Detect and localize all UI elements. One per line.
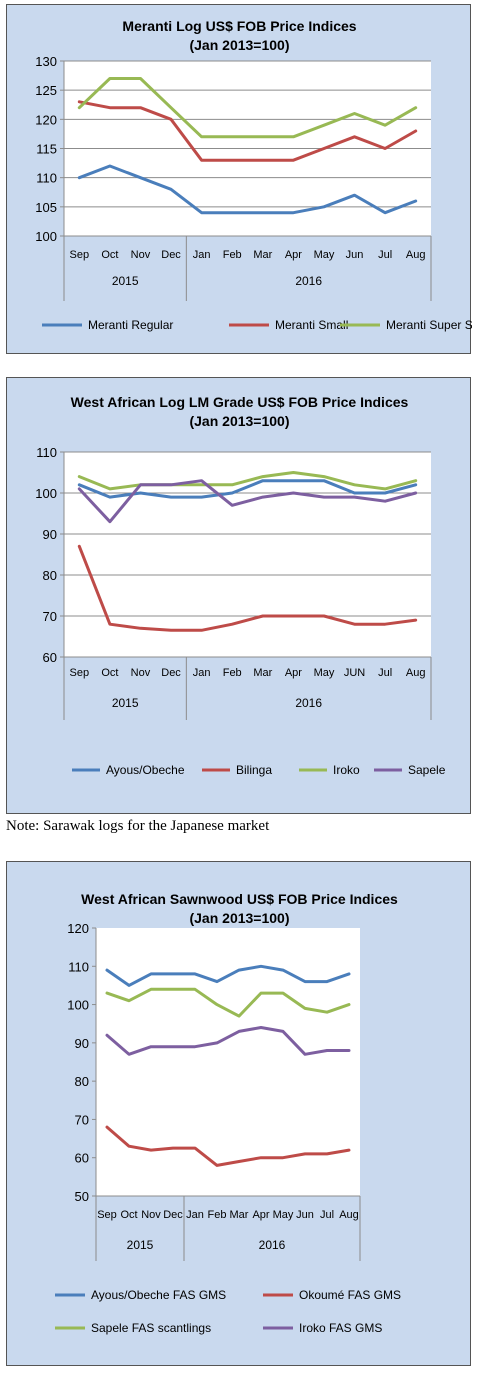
plot-area (96, 928, 360, 1196)
x-tick-label: Aug (406, 249, 426, 261)
y-tick-label: 70 (43, 609, 57, 624)
x-tick-label: JUN (344, 667, 365, 679)
y-tick-label: 100 (35, 229, 57, 244)
x-tick-label: Apr (252, 1209, 269, 1221)
y-tick-label: 80 (43, 568, 57, 583)
y-tick-label: 60 (75, 1151, 89, 1166)
x-group-label: 2016 (259, 1238, 286, 1252)
chart-west-african-sawnwood: West African Sawnwood US$ FOB Price Indi… (55, 891, 401, 1335)
chart-subtitle: (Jan 2013=100) (189, 413, 289, 429)
legend-label: Meranti Super Small (386, 318, 472, 332)
x-group-label: 2016 (295, 696, 322, 710)
series-line (105, 1026, 351, 1056)
y-tick-label: 100 (35, 486, 57, 501)
x-tick-label: Oct (101, 249, 118, 261)
x-tick-label: Oct (101, 667, 118, 679)
x-tick-label: Jan (193, 249, 211, 261)
y-tick-label: 60 (43, 650, 57, 665)
x-group-label: 2015 (127, 1238, 154, 1252)
x-tick-label: Apr (285, 667, 302, 679)
series-line (105, 964, 351, 987)
x-tick-label: Sep (70, 667, 90, 679)
y-tick-label: 100 (67, 998, 89, 1013)
x-tick-label: May (273, 1209, 294, 1221)
chart-subtitle: (Jan 2013=100) (189, 910, 289, 926)
x-tick-label: Aug (339, 1209, 359, 1221)
y-tick-label: 110 (36, 171, 57, 186)
x-tick-label: Jul (320, 1209, 334, 1221)
series-line (77, 100, 418, 162)
y-tick-label: 120 (35, 112, 57, 127)
x-tick-label: Feb (223, 667, 242, 679)
series-line (105, 1125, 351, 1167)
chart-panel-meranti: Meranti Log US$ FOB Price Indices (Jan 20… (6, 4, 472, 354)
y-tick-label: 110 (68, 959, 89, 974)
x-tick-label: Sep (97, 1209, 117, 1221)
y-tick-label: 90 (43, 527, 57, 542)
legend-label: Sapele FAS scantlings (91, 1321, 211, 1335)
chart-subtitle: (Jan 2013=100) (189, 37, 289, 53)
x-tick-label: Jul (378, 667, 392, 679)
legend-label: Okoumé FAS GMS (299, 1288, 401, 1302)
y-tick-label: 70 (75, 1112, 89, 1127)
x-tick-label: Mar (253, 249, 272, 261)
chart-west-african-log: West African Log LM Grade US$ FOB Price … (35, 394, 446, 777)
chart-meranti: Meranti Log US$ FOB Price Indices (Jan 20… (35, 18, 472, 332)
x-tick-label: Feb (223, 249, 242, 261)
series-line (77, 77, 418, 139)
y-tick-label: 90 (75, 1036, 89, 1051)
x-tick-label: May (314, 249, 335, 261)
x-tick-label: Dec (163, 1209, 183, 1221)
x-tick-label: Oct (120, 1209, 137, 1221)
legend-label: Ayous/Obeche FAS GMS (91, 1288, 226, 1302)
chart-panel-west-african-log: West African Log LM Grade US$ FOB Price … (6, 377, 471, 814)
y-tick-label: 125 (35, 83, 57, 98)
x-group-label: 2015 (112, 274, 139, 288)
y-tick-label: 50 (75, 1189, 89, 1204)
legend-label: Iroko FAS GMS (299, 1321, 382, 1335)
x-tick-label: Aug (406, 667, 426, 679)
legend-label: Meranti Regular (88, 318, 173, 332)
series-line (77, 479, 418, 499)
x-tick-label: Dec (161, 249, 181, 261)
chart-title: West African Sawnwood US$ FOB Price Indi… (81, 891, 398, 907)
chart-title: West African Log LM Grade US$ FOB Price … (71, 394, 409, 410)
series-line (105, 987, 351, 1018)
chart-panel-west-african-sawnwood: West African Sawnwood US$ FOB Price Indi… (6, 861, 471, 1366)
series-line (77, 544, 418, 632)
legend-label: Meranti Small (275, 318, 348, 332)
series-line (77, 479, 418, 524)
chart-title: Meranti Log US$ FOB Price Indices (122, 18, 356, 34)
x-tick-label: Nov (141, 1209, 161, 1221)
x-tick-label: Nov (131, 667, 151, 679)
x-tick-label: Jun (346, 249, 364, 261)
y-tick-label: 105 (35, 200, 57, 215)
x-tick-label: Nov (131, 249, 151, 261)
y-tick-label: 120 (67, 921, 89, 936)
legend-label: Iroko (333, 763, 360, 777)
x-tick-label: Jul (378, 249, 392, 261)
legend-label: Bilinga (236, 763, 272, 777)
x-tick-label: Jun (296, 1209, 314, 1221)
x-tick-label: Jan (186, 1209, 204, 1221)
legend-label: Sapele (408, 763, 446, 777)
x-tick-label: Sep (70, 249, 90, 261)
x-group-label: 2015 (112, 696, 139, 710)
x-tick-label: Feb (208, 1209, 227, 1221)
y-tick-label: 110 (36, 445, 57, 460)
series-line (77, 164, 418, 215)
y-tick-label: 80 (75, 1074, 89, 1089)
x-tick-label: Apr (285, 249, 302, 261)
x-tick-label: Mar (253, 667, 272, 679)
y-tick-label: 130 (35, 54, 57, 69)
chart-note: Note: Sarawak logs for the Japanese mark… (6, 818, 270, 834)
x-tick-label: Jan (193, 667, 211, 679)
y-tick-label: 115 (36, 142, 57, 157)
legend-label: Ayous/Obeche (106, 763, 185, 777)
x-tick-label: Mar (230, 1209, 249, 1221)
x-tick-label: Dec (161, 667, 181, 679)
x-tick-label: May (314, 667, 335, 679)
series-line (77, 471, 418, 491)
x-group-label: 2016 (295, 274, 322, 288)
